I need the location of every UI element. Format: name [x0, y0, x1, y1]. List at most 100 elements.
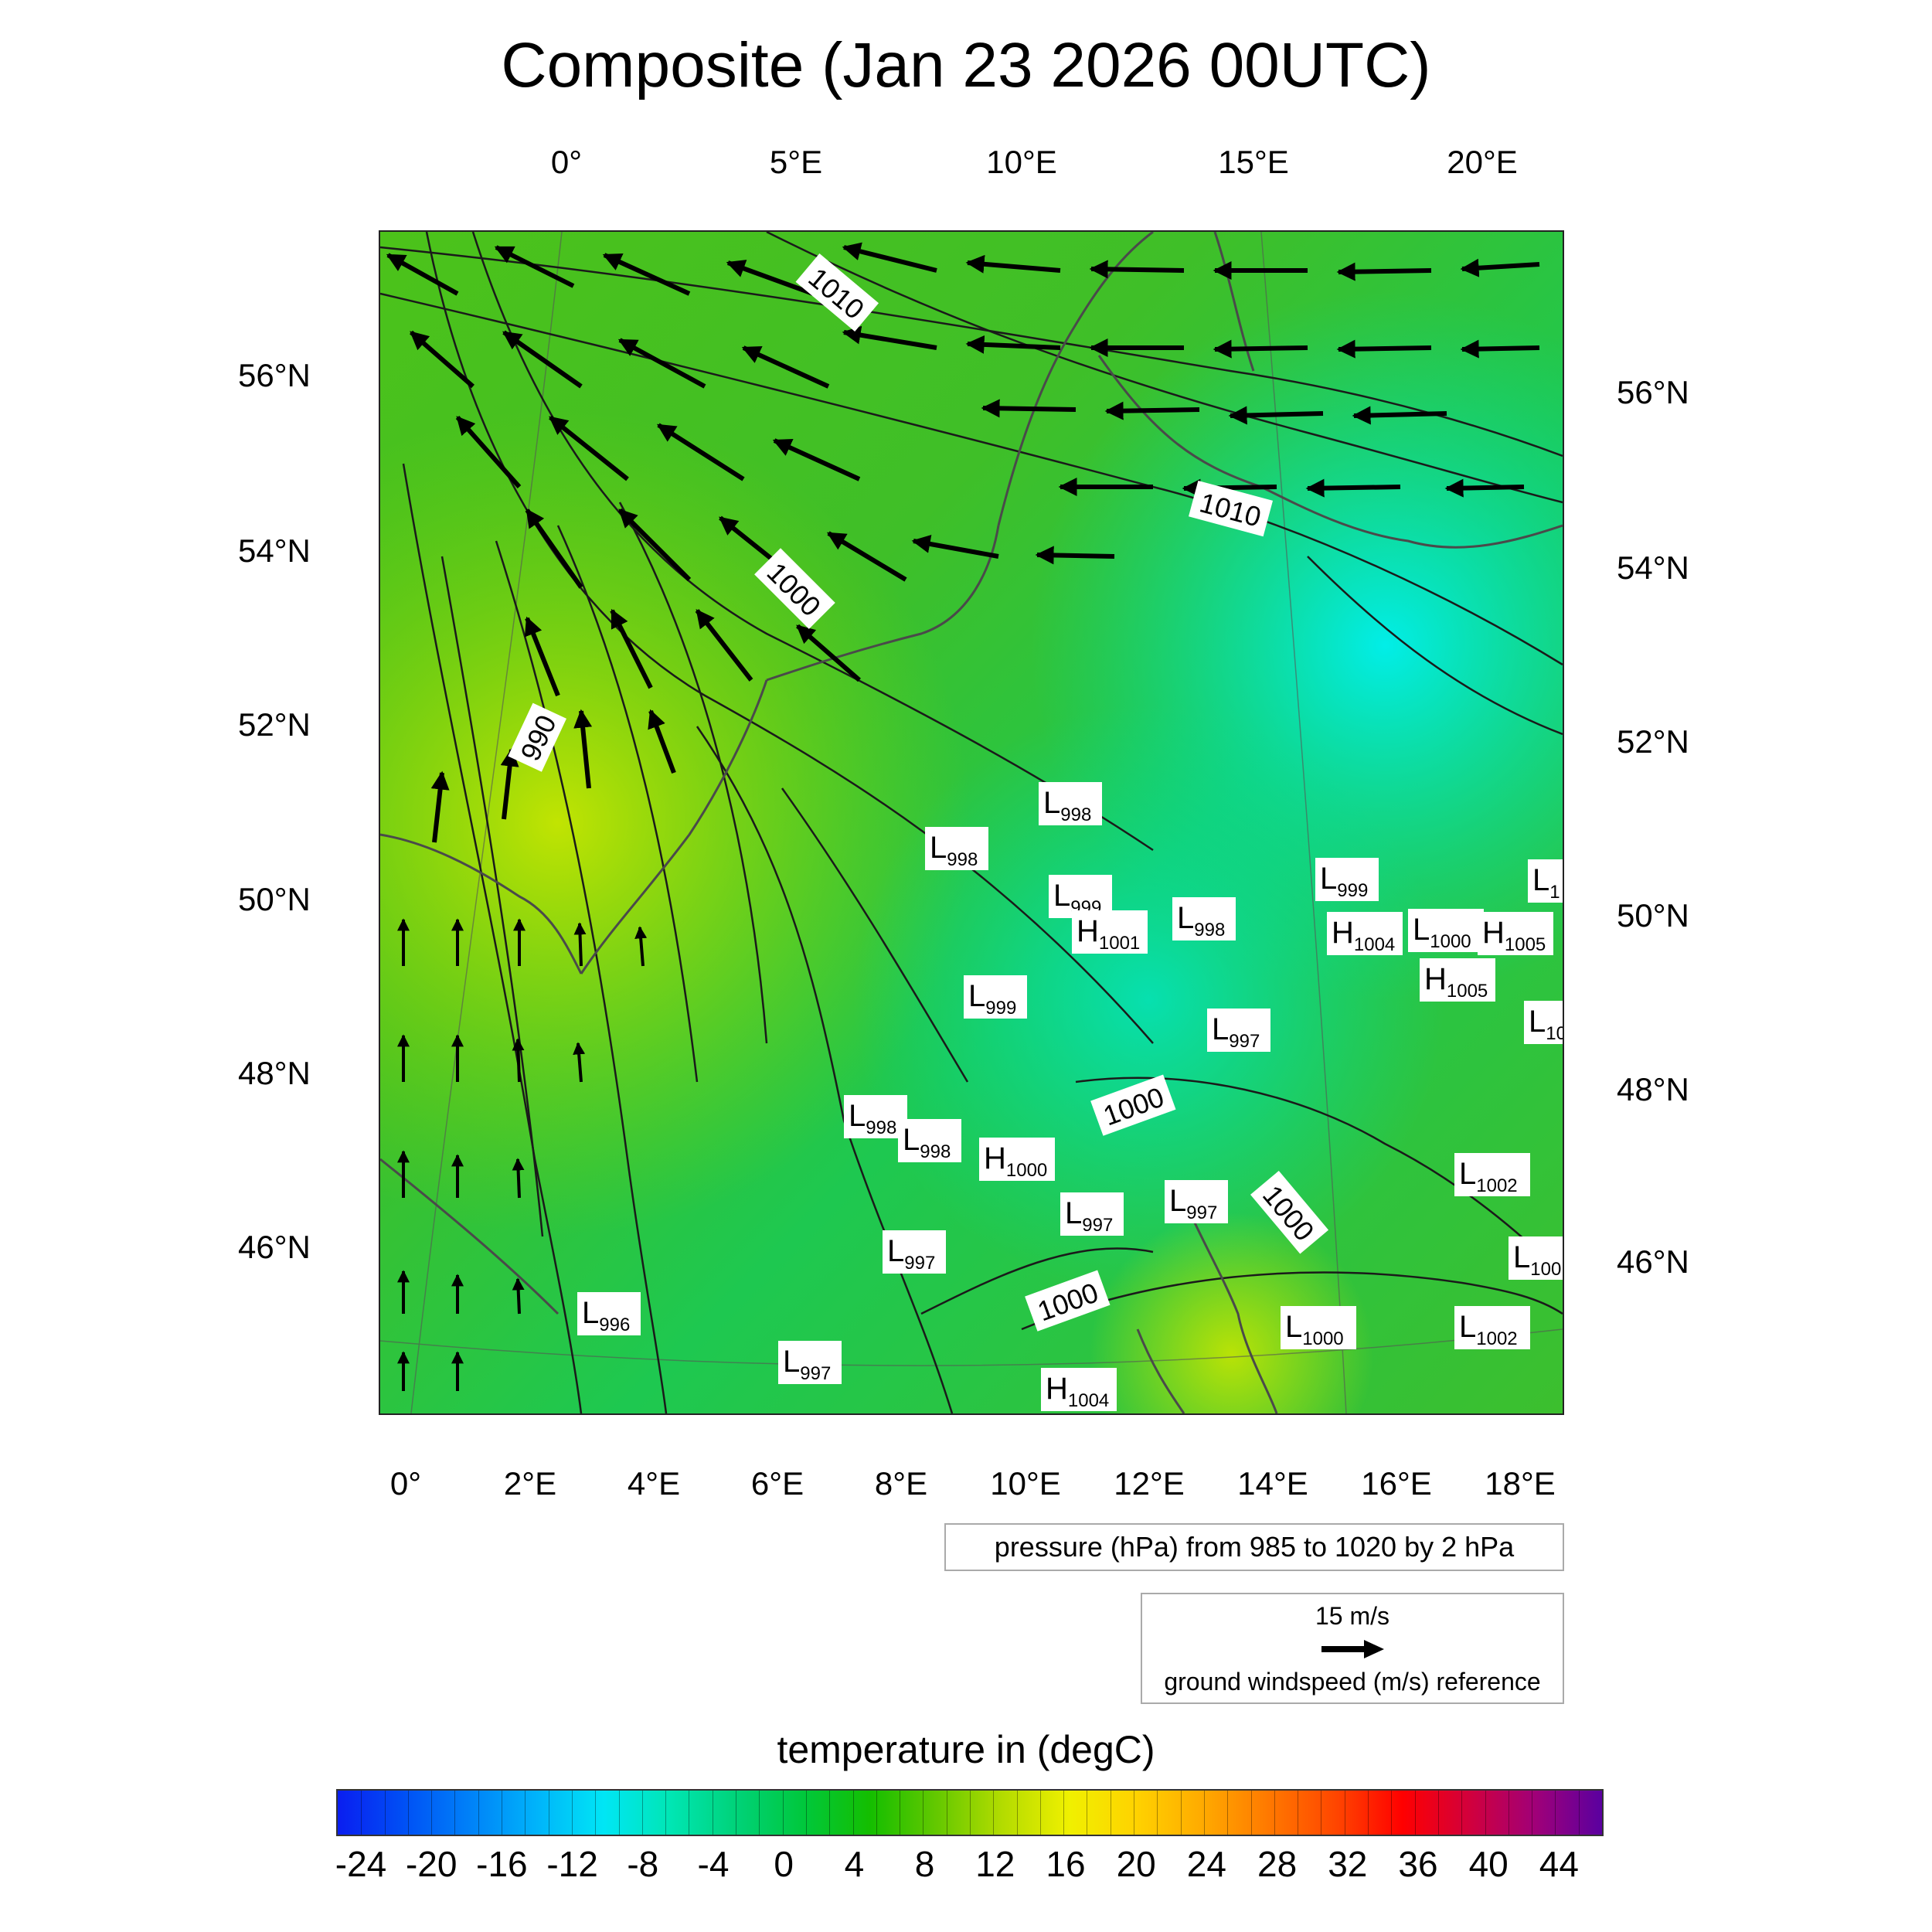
svg-text:L998: L998 [1043, 786, 1091, 825]
bottom-tick: 16°E [1361, 1465, 1432, 1502]
colorbar-label: 24 [1186, 1844, 1226, 1884]
colorbar-cell-divider [805, 1791, 807, 1835]
colorbar-cell-divider [641, 1791, 643, 1835]
svg-text:L1000: L1000 [1413, 913, 1471, 952]
isobars [379, 230, 1563, 1414]
colorbar-label: 40 [1468, 1844, 1509, 1884]
svg-text:H1001: H1001 [1077, 914, 1140, 954]
colorbar-cell-divider [1368, 1791, 1369, 1835]
svg-text:L998: L998 [1177, 901, 1225, 940]
top-tick: 15°E [1218, 144, 1289, 180]
left-tick: 52°N [238, 706, 311, 743]
pressure-centers: L998 L998 L999 H1001 L998 L999 L997 L999… [577, 782, 1566, 1411]
colorbar-cell-divider [1555, 1791, 1556, 1835]
svg-text:L996: L996 [582, 1296, 630, 1335]
right-tick: 52°N [1617, 723, 1689, 760]
svg-text:L997: L997 [1169, 1184, 1217, 1223]
map-panel[interactable]: 1010 1010 1000 990 1000 1000 [379, 230, 1566, 1415]
contour-labels: 1010 1010 1000 990 1000 1000 [508, 253, 1329, 1332]
colorbar-cell-divider [407, 1791, 409, 1835]
wind-vectors-weak [397, 918, 648, 1391]
left-tick: 46°N [238, 1229, 311, 1265]
colorbar-cell-divider [1461, 1791, 1463, 1835]
colorbar-cell-divider [1578, 1791, 1580, 1835]
colorbar-label: 16 [1046, 1844, 1086, 1884]
svg-text:L998: L998 [849, 1099, 896, 1138]
right-tick: 50°N [1617, 897, 1689, 934]
right-tick: 56°N [1617, 374, 1689, 410]
left-tick: 48°N [238, 1055, 311, 1091]
colorbar-label: -4 [697, 1844, 730, 1884]
bottom-tick: 14°E [1237, 1465, 1308, 1502]
bottom-tick: 8°E [874, 1465, 928, 1502]
top-tick: 0° [550, 144, 583, 180]
colorbar-label: 4 [844, 1844, 865, 1884]
colorbar-cell-divider [384, 1791, 386, 1835]
svg-text:H1004: H1004 [1046, 1372, 1109, 1411]
left-tick: 54°N [238, 532, 311, 569]
svg-text:L997: L997 [783, 1345, 831, 1384]
page-title: Composite (Jan 23 2026 00UTC) [501, 30, 1431, 100]
svg-text:L997: L997 [1212, 1012, 1260, 1052]
colorbar-cell-divider [1414, 1791, 1416, 1835]
map-canvas: 1010 1010 1000 990 1000 1000 [379, 230, 1566, 1414]
right-tick: 54°N [1617, 549, 1689, 586]
colorbar-label: -24 [335, 1844, 387, 1884]
colorbar-cell-divider [970, 1791, 971, 1835]
colorbar-label: 36 [1398, 1844, 1438, 1884]
svg-text:L1000: L1000 [1285, 1310, 1344, 1349]
colorbar-label: -20 [405, 1844, 457, 1884]
svg-text:L997: L997 [887, 1234, 935, 1274]
colorbar-cell-divider [876, 1791, 877, 1835]
colorbar-cell-divider [852, 1791, 854, 1835]
colorbar-cell-divider [1157, 1791, 1158, 1835]
colorbar-label: -12 [546, 1844, 598, 1884]
svg-text:L999: L999 [1320, 862, 1368, 901]
colorbar-label: 44 [1539, 1844, 1579, 1884]
colorbar-cell-divider [1274, 1791, 1275, 1835]
svg-text:L998: L998 [903, 1123, 951, 1162]
colorbar-label: 32 [1328, 1844, 1368, 1884]
colorbar-cell-divider [478, 1791, 479, 1835]
colorbar-cell-divider [1437, 1791, 1439, 1835]
colorbar-cell-divider [361, 1791, 362, 1835]
bottom-tick: 6°E [750, 1465, 804, 1502]
center-value: 998 [1060, 804, 1091, 825]
center-type: L [1043, 786, 1060, 820]
bottom-tick: 4°E [627, 1465, 681, 1502]
svg-text:L1002: L1002 [1459, 1157, 1518, 1196]
svg-text:L1002: L1002 [1459, 1310, 1518, 1349]
wind-vectors [386, 242, 1540, 843]
svg-text:H1005: H1005 [1424, 962, 1488, 1002]
right-tick: 46°N [1617, 1243, 1689, 1280]
warm-region-south [380, 232, 1563, 1413]
colorbar-cell-divider [571, 1791, 573, 1835]
colorbar-label: 28 [1257, 1844, 1298, 1884]
colorbar-label: -8 [627, 1844, 659, 1884]
colorbar-cell-divider [829, 1791, 831, 1835]
colorbar-cell-divider [525, 1791, 526, 1835]
colorbar-label: 20 [1116, 1844, 1156, 1884]
top-tick: 20°E [1447, 144, 1518, 180]
svg-text:H1005: H1005 [1482, 916, 1546, 955]
bottom-tick: 18°E [1485, 1465, 1556, 1502]
right-tick: 48°N [1617, 1071, 1689, 1107]
svg-text:L997: L997 [1065, 1196, 1113, 1236]
colorbar-cell-divider [1016, 1791, 1018, 1835]
wind-reference-arrow-icon [1321, 1640, 1384, 1658]
bottom-tick: 0° [389, 1465, 422, 1502]
colorbar-label: -16 [476, 1844, 528, 1884]
colorbar-label: 8 [914, 1844, 935, 1884]
top-tick: 10°E [986, 144, 1057, 180]
colorbar-cell-divider [454, 1791, 456, 1835]
bottom-tick: 2°E [503, 1465, 557, 1502]
colorbar-cell-divider [1203, 1791, 1205, 1835]
pressure-legend: pressure (hPa) from 985 to 1020 by 2 hPa [944, 1523, 1564, 1571]
colorbar-cell-divider [1063, 1791, 1065, 1835]
svg-text:L1: L1 [1532, 863, 1560, 903]
svg-text:H1004: H1004 [1332, 916, 1395, 955]
colorbar-label: 0 [774, 1844, 794, 1884]
colorbar-cell-divider [618, 1791, 620, 1835]
wind-reference-legend: 15 m/s ground windspeed (m/s) reference [1141, 1593, 1564, 1704]
colorbar-cell-divider [1391, 1791, 1393, 1835]
